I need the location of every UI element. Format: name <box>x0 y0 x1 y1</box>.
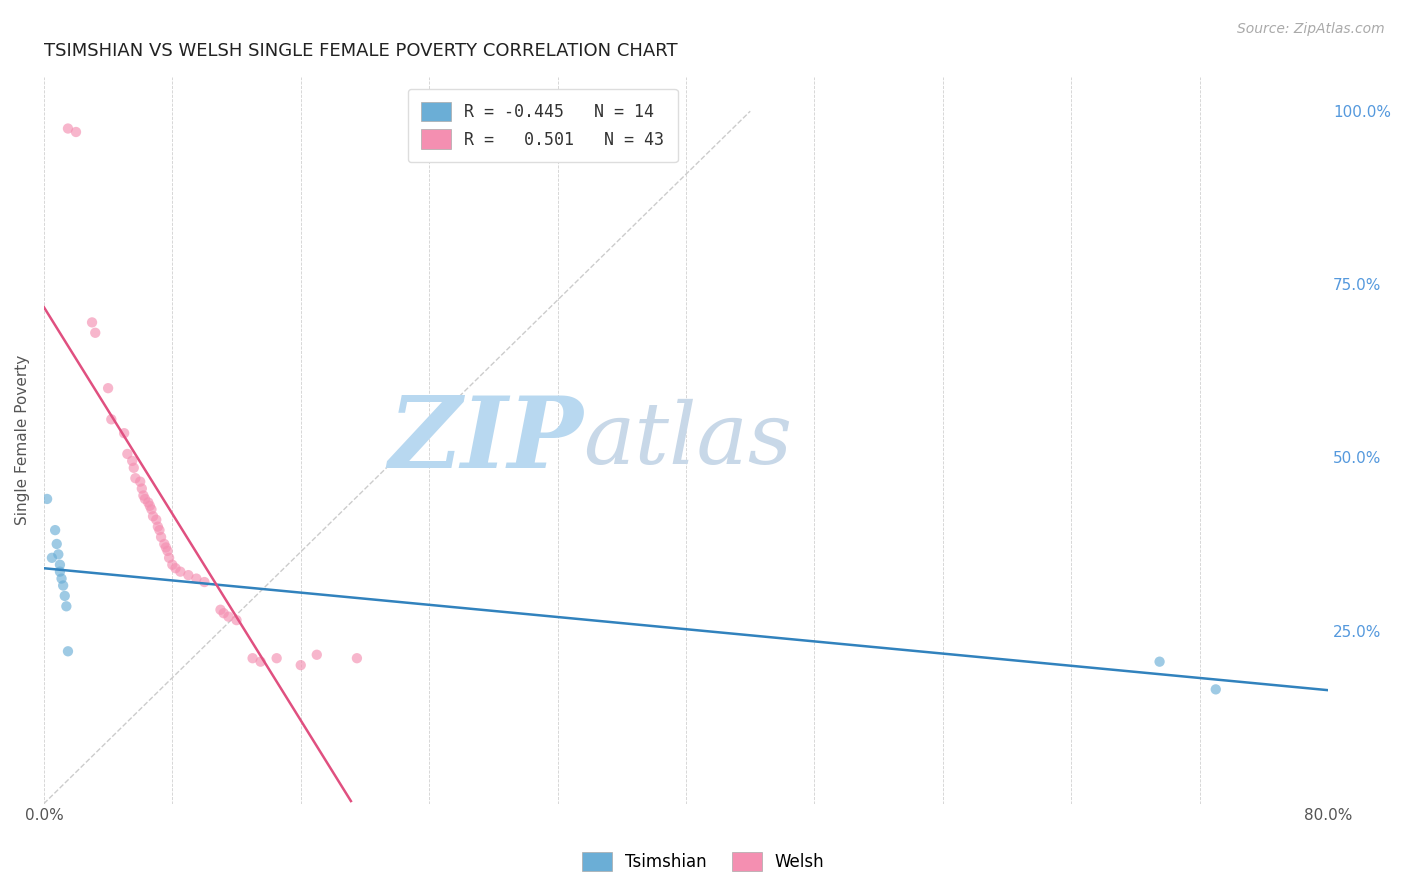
Point <box>146 519 169 533</box>
Point <box>131 482 153 496</box>
Point <box>100 412 122 426</box>
Point <box>1149 655 1171 669</box>
Point <box>156 544 179 558</box>
Point <box>212 606 235 620</box>
Point <box>53 589 76 603</box>
Point <box>121 454 143 468</box>
Text: ZIP: ZIP <box>388 392 583 488</box>
Point <box>56 644 79 658</box>
Point <box>46 547 69 561</box>
Point <box>225 613 247 627</box>
Point <box>52 578 75 592</box>
Point <box>55 599 77 614</box>
Point <box>35 491 58 506</box>
Point <box>186 572 208 586</box>
Point <box>209 603 232 617</box>
Point <box>49 558 72 572</box>
Point <box>97 381 120 395</box>
Point <box>122 460 145 475</box>
Point <box>141 502 163 516</box>
Point <box>218 609 240 624</box>
Point <box>65 125 87 139</box>
Point <box>44 523 66 537</box>
Point <box>56 121 79 136</box>
Point <box>49 565 72 579</box>
Point <box>153 537 176 551</box>
Point <box>41 550 63 565</box>
Point <box>249 655 271 669</box>
Point <box>139 499 162 513</box>
Legend: R = -0.445   N = 14, R =   0.501   N = 43: R = -0.445 N = 14, R = 0.501 N = 43 <box>408 88 678 162</box>
Point <box>305 648 328 662</box>
Point <box>150 530 173 544</box>
Point <box>51 572 73 586</box>
Point <box>117 447 139 461</box>
Point <box>155 541 177 555</box>
Point <box>193 575 215 590</box>
Point <box>132 488 155 502</box>
Text: atlas: atlas <box>583 399 793 482</box>
Point <box>266 651 288 665</box>
Point <box>80 315 103 329</box>
Point <box>142 509 165 524</box>
Point <box>1205 682 1227 697</box>
Legend: Tsimshian, Welsh: Tsimshian, Welsh <box>574 843 832 880</box>
Point <box>145 513 167 527</box>
Point <box>162 558 184 572</box>
Point <box>84 326 107 340</box>
Point <box>136 495 159 509</box>
Y-axis label: Single Female Poverty: Single Female Poverty <box>15 355 30 525</box>
Point <box>45 537 67 551</box>
Point <box>148 523 170 537</box>
Point <box>242 651 264 665</box>
Point <box>169 565 191 579</box>
Text: Source: ZipAtlas.com: Source: ZipAtlas.com <box>1237 22 1385 37</box>
Text: TSIMSHIAN VS WELSH SINGLE FEMALE POVERTY CORRELATION CHART: TSIMSHIAN VS WELSH SINGLE FEMALE POVERTY… <box>44 42 678 60</box>
Point <box>124 471 146 485</box>
Point <box>129 475 152 489</box>
Point <box>112 426 135 441</box>
Point <box>134 491 156 506</box>
Point <box>290 658 312 673</box>
Point <box>157 550 180 565</box>
Point <box>177 568 200 582</box>
Point <box>165 561 187 575</box>
Point <box>346 651 368 665</box>
